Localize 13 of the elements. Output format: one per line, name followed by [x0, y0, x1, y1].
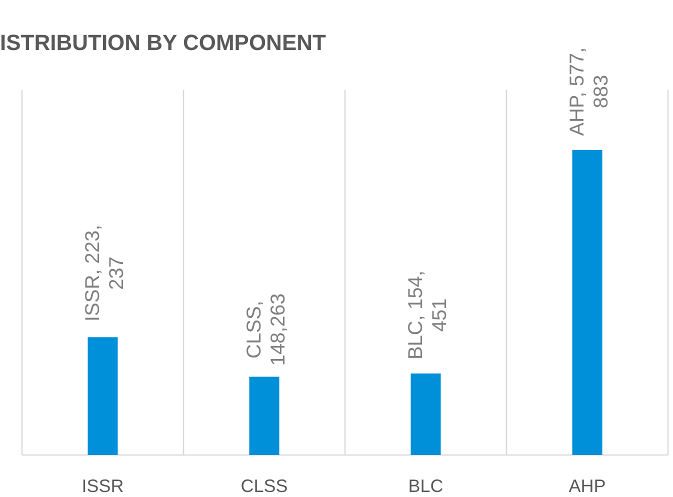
data-label: BLC, 154, 451: [404, 270, 451, 360]
x-tick-label: CLSS: [240, 476, 288, 496]
bar: [572, 150, 602, 455]
data-label: CLSS, 148,263: [243, 293, 290, 366]
bar: [410, 373, 441, 455]
x-tick-label: BLC: [408, 476, 444, 496]
data-label: ISSR, 223, 237: [82, 224, 128, 322]
bar: [249, 376, 280, 455]
chart-title: ISTRIBUTION BY COMPONENT: [0, 30, 326, 55]
bar: [88, 337, 118, 455]
x-tick-label: ISSR: [82, 476, 124, 496]
x-tick-label: AHP: [568, 476, 606, 496]
data-label: AHP, 577, 883: [566, 47, 612, 136]
